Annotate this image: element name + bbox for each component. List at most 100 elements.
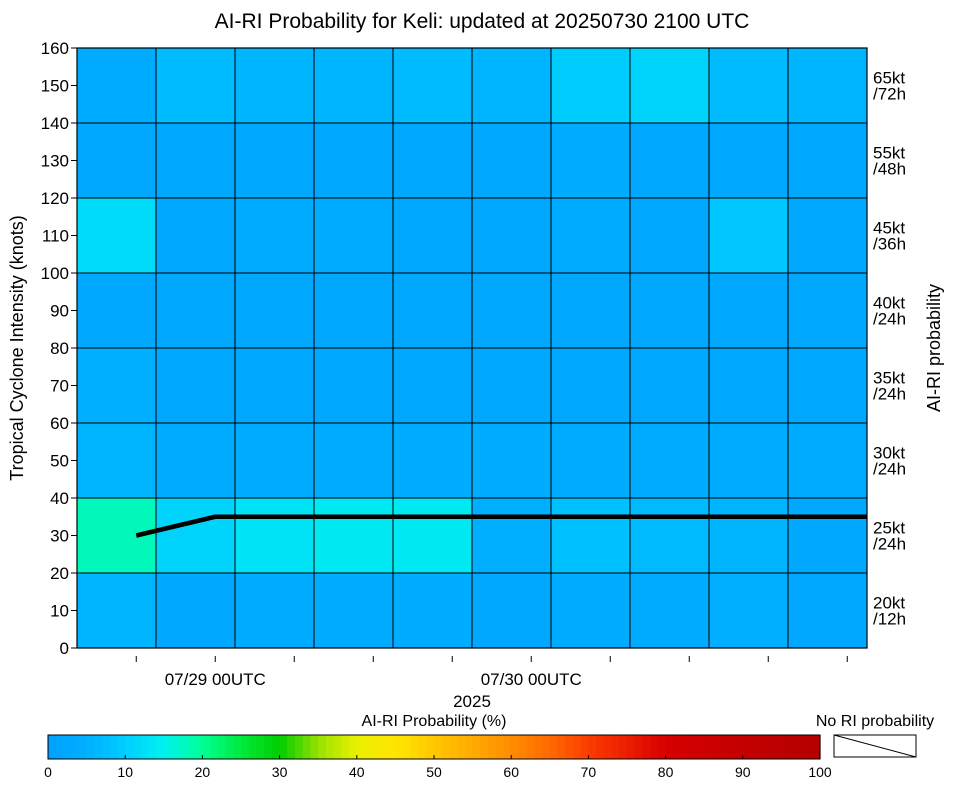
row-threshold-label: 65kt/72h [873,69,906,104]
colorbar-segment [611,735,620,759]
colorbar-segment [71,735,80,759]
colorbar-segment [449,735,458,759]
colorbar-segment [179,735,188,759]
colorbar-segment [472,735,481,759]
colorbar-segment [194,735,203,759]
colorbar-segment [526,735,535,759]
heatmap-cell [709,423,788,498]
colorbar-title: AI-RI Probability (%) [362,713,507,730]
colorbar-segment [387,735,396,759]
heatmap-cell [156,348,235,423]
colorbar-segment [426,735,435,759]
colorbar-segment [603,735,613,759]
colorbar-segment [318,735,327,759]
colorbar-segment [580,735,589,759]
colorbar-segment [503,735,512,759]
row-threshold-label: 55kt/48h [873,144,906,179]
colorbar-segment [804,735,813,759]
colorbar-segment [441,735,451,759]
colorbar-segment [750,735,759,759]
y-tick-label: 40 [50,489,69,508]
heatmap-cell [788,198,867,273]
heatmap-cell [235,423,314,498]
heatmap-cell [551,573,630,648]
heatmap-cell [314,273,393,348]
colorbar-segment [634,735,644,759]
heatmap-cell [156,498,235,573]
heatmap-cell [551,198,630,273]
heatmap-cell [314,198,393,273]
colorbar-segment [379,735,389,759]
heatmap-cell [788,48,867,123]
colorbar-segment [588,735,597,759]
no-ri-label: No RI probability [816,713,934,730]
heatmap-cell [235,498,314,573]
colorbar-segment [171,735,180,759]
colorbar-segment [572,735,582,759]
grid-lines [77,48,867,648]
colorbar-segment [488,735,497,759]
colorbar-tick-label: 10 [117,764,133,780]
colorbar-segment [63,735,72,759]
colorbar-segment [241,735,250,759]
colorbar-segment [148,735,157,759]
heatmap-cell [393,348,472,423]
colorbar-segment [233,735,242,759]
heatmap-cell [709,273,788,348]
heatmap-cell [156,123,235,198]
y-tick-label: 160 [41,39,69,58]
heatmap-cell [156,198,235,273]
heatmap-cell [551,48,630,123]
colorbar-tick-label: 20 [195,764,211,780]
colorbar-segment [117,735,126,759]
colorbar-segment [163,735,173,759]
heatmap-cell [77,198,156,273]
colorbar-segment [225,735,234,759]
colorbar-tick-label: 0 [44,764,52,780]
colorbar-segment [758,735,767,759]
colorbar-tick-label: 30 [272,764,288,780]
y-tick-label: 110 [42,227,69,246]
heatmap-cell [393,48,472,123]
colorbar-segment [271,735,281,759]
heatmap-cell [235,48,314,123]
heatmap-cell [472,198,551,273]
colorbar-segment [812,735,821,759]
colorbar-segment [102,735,111,759]
heatmap-cell [314,498,393,573]
colorbar-tick-label: 40 [349,764,365,780]
colorbar-segment [650,735,659,759]
colorbar-segment [773,735,782,759]
colorbar-segment [627,735,636,759]
heatmap-cell [709,573,788,648]
heatmap-cells [77,48,867,648]
colorbar-segment [410,735,420,759]
heatmap-cell [235,348,314,423]
colorbar-segment [518,735,528,759]
y-tick-label: 10 [50,602,69,621]
heatmap-cell [709,198,788,273]
heatmap-cell [77,573,156,648]
colorbar-segment [742,735,752,759]
colorbar-segment [789,735,798,759]
heatmap-cell [393,123,472,198]
colorbar-tick-label: 90 [735,764,751,780]
colorbar-segment [696,735,705,759]
colorbar-segment [295,735,304,759]
row-threshold-label: 30kt/24h [873,444,906,479]
colorbar-segment [403,735,412,759]
heatmap-cell [630,423,709,498]
heatmap-cell [393,423,472,498]
row-threshold-labels: 20kt/12h 25kt/24h 30kt/24h 35kt/24h 40kt/24h… [873,69,906,629]
y-tick-label: 100 [41,264,69,283]
colorbar-tick-label: 100 [808,764,832,780]
heatmap-cell [630,198,709,273]
heatmap-cell [77,348,156,423]
colorbar-segment [186,735,196,759]
colorbar-segment [349,735,358,759]
heatmap-cell [788,498,867,573]
colorbar-segment [248,735,258,759]
heatmap-cell [472,48,551,123]
heatmap-cell [235,198,314,273]
